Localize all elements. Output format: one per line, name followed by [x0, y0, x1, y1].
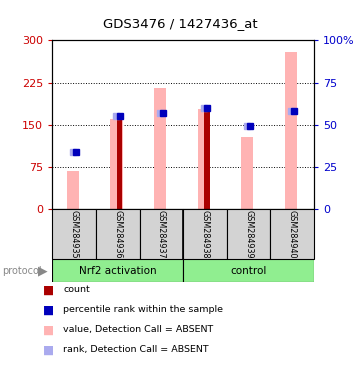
Text: GSM284938: GSM284938: [200, 210, 209, 258]
Bar: [67, 171, 79, 209]
Text: ■: ■: [43, 343, 55, 356]
Bar: [140, 209, 183, 259]
Bar: [52, 209, 96, 259]
Bar: [197, 109, 210, 209]
Bar: [204, 109, 210, 209]
Text: value, Detection Call = ABSENT: value, Detection Call = ABSENT: [63, 325, 213, 334]
Text: GSM284935: GSM284935: [70, 210, 79, 258]
Bar: [96, 209, 140, 259]
Bar: [52, 259, 183, 282]
Bar: [270, 209, 314, 259]
Text: ■: ■: [43, 283, 55, 296]
Text: ■: ■: [43, 323, 55, 336]
Text: protocol: protocol: [2, 266, 42, 276]
Text: percentile rank within the sample: percentile rank within the sample: [63, 305, 223, 314]
Text: rank, Detection Call = ABSENT: rank, Detection Call = ABSENT: [63, 345, 209, 354]
Bar: [117, 119, 122, 209]
Text: GSM284939: GSM284939: [244, 210, 253, 258]
Text: control: control: [230, 266, 267, 276]
Bar: [183, 259, 314, 282]
Bar: [183, 209, 227, 259]
Bar: [285, 51, 297, 209]
Bar: [154, 88, 166, 209]
Bar: [241, 137, 253, 209]
Text: Nrf2 activation: Nrf2 activation: [79, 266, 157, 276]
Bar: [227, 209, 270, 259]
Text: GSM284937: GSM284937: [157, 210, 166, 258]
Text: ■: ■: [43, 303, 55, 316]
Text: GSM284936: GSM284936: [113, 210, 122, 258]
Text: GDS3476 / 1427436_at: GDS3476 / 1427436_at: [103, 17, 258, 30]
Text: ▶: ▶: [38, 264, 47, 277]
Text: GSM284940: GSM284940: [288, 210, 297, 258]
Text: count: count: [63, 285, 90, 295]
Bar: [110, 119, 123, 209]
